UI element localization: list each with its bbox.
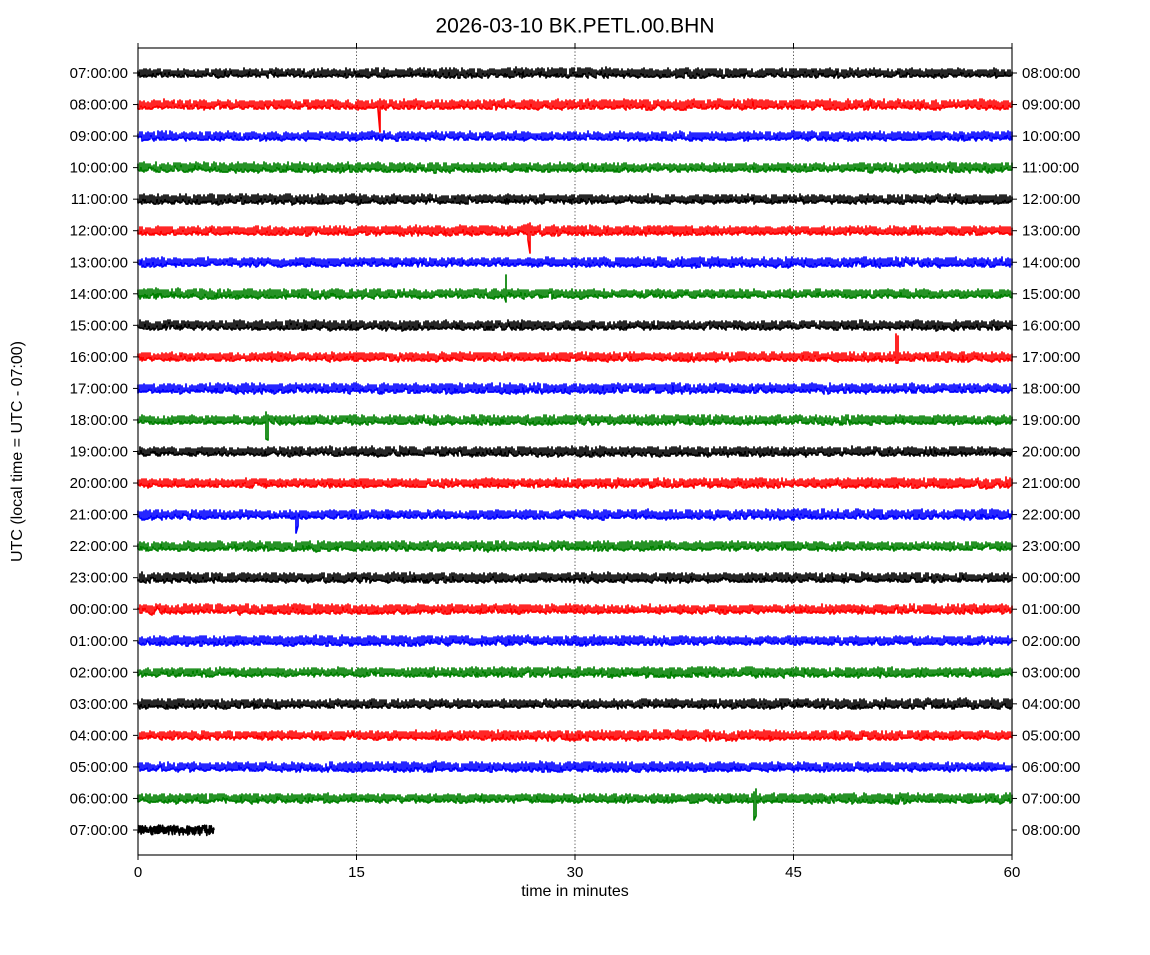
svg-text:00:00:00: 00:00:00	[70, 601, 128, 618]
svg-text:08:00:00: 08:00:00	[70, 97, 128, 114]
svg-text:03:00:00: 03:00:00	[1022, 664, 1080, 681]
svg-text:13:00:00: 13:00:00	[70, 254, 128, 271]
svg-text:30: 30	[567, 864, 584, 881]
svg-text:06:00:00: 06:00:00	[1022, 759, 1080, 776]
svg-text:17:00:00: 17:00:00	[70, 380, 128, 397]
svg-text:20:00:00: 20:00:00	[1022, 444, 1080, 461]
svg-text:60: 60	[1004, 864, 1021, 881]
svg-text:01:00:00: 01:00:00	[70, 633, 128, 650]
svg-text:45: 45	[785, 864, 802, 881]
svg-text:14:00:00: 14:00:00	[1022, 254, 1080, 271]
svg-text:12:00:00: 12:00:00	[70, 223, 128, 240]
svg-text:15:00:00: 15:00:00	[70, 317, 128, 334]
svg-text:11:00:00: 11:00:00	[1022, 160, 1079, 177]
svg-text:10:00:00: 10:00:00	[70, 160, 128, 177]
svg-text:15:00:00: 15:00:00	[1022, 286, 1080, 303]
svg-text:20:00:00: 20:00:00	[70, 475, 128, 492]
svg-text:09:00:00: 09:00:00	[70, 128, 128, 145]
svg-text:15: 15	[348, 864, 365, 881]
svg-text:04:00:00: 04:00:00	[1022, 696, 1080, 713]
svg-text:05:00:00: 05:00:00	[70, 759, 128, 776]
svg-text:18:00:00: 18:00:00	[70, 412, 128, 429]
svg-text:02:00:00: 02:00:00	[70, 664, 128, 681]
svg-text:03:00:00: 03:00:00	[70, 696, 128, 713]
svg-text:08:00:00: 08:00:00	[1022, 822, 1080, 839]
svg-text:0: 0	[134, 864, 142, 881]
svg-text:18:00:00: 18:00:00	[1022, 380, 1080, 397]
svg-text:00:00:00: 00:00:00	[1022, 570, 1080, 587]
svg-text:09:00:00: 09:00:00	[1022, 97, 1080, 114]
svg-text:21:00:00: 21:00:00	[1022, 475, 1080, 492]
svg-text:02:00:00: 02:00:00	[1022, 633, 1080, 650]
svg-text:07:00:00: 07:00:00	[70, 822, 128, 839]
svg-text:22:00:00: 22:00:00	[70, 538, 128, 555]
svg-text:2026-03-10 BK.PETL.00.BHN: 2026-03-10 BK.PETL.00.BHN	[436, 15, 715, 38]
svg-text:17:00:00: 17:00:00	[1022, 349, 1080, 366]
svg-text:08:00:00: 08:00:00	[1022, 65, 1080, 82]
svg-text:12:00:00: 12:00:00	[1022, 191, 1080, 208]
svg-text:11:00:00: 11:00:00	[71, 191, 128, 208]
svg-text:22:00:00: 22:00:00	[1022, 507, 1080, 524]
svg-text:04:00:00: 04:00:00	[70, 727, 128, 744]
svg-text:01:00:00: 01:00:00	[1022, 601, 1080, 618]
svg-text:UTC (local time = UTC - 07:00): UTC (local time = UTC - 07:00)	[9, 341, 26, 562]
svg-text:23:00:00: 23:00:00	[1022, 538, 1080, 555]
svg-text:16:00:00: 16:00:00	[1022, 317, 1080, 334]
svg-text:19:00:00: 19:00:00	[1022, 412, 1080, 429]
svg-text:14:00:00: 14:00:00	[70, 286, 128, 303]
svg-text:23:00:00: 23:00:00	[70, 570, 128, 587]
svg-text:05:00:00: 05:00:00	[1022, 727, 1080, 744]
svg-text:16:00:00: 16:00:00	[70, 349, 128, 366]
svg-text:13:00:00: 13:00:00	[1022, 223, 1080, 240]
svg-text:19:00:00: 19:00:00	[70, 444, 128, 461]
svg-text:10:00:00: 10:00:00	[1022, 128, 1080, 145]
svg-text:06:00:00: 06:00:00	[70, 790, 128, 807]
svg-text:21:00:00: 21:00:00	[70, 507, 128, 524]
svg-text:time in minutes: time in minutes	[521, 883, 629, 900]
svg-text:07:00:00: 07:00:00	[1022, 790, 1080, 807]
svg-text:07:00:00: 07:00:00	[70, 65, 128, 82]
